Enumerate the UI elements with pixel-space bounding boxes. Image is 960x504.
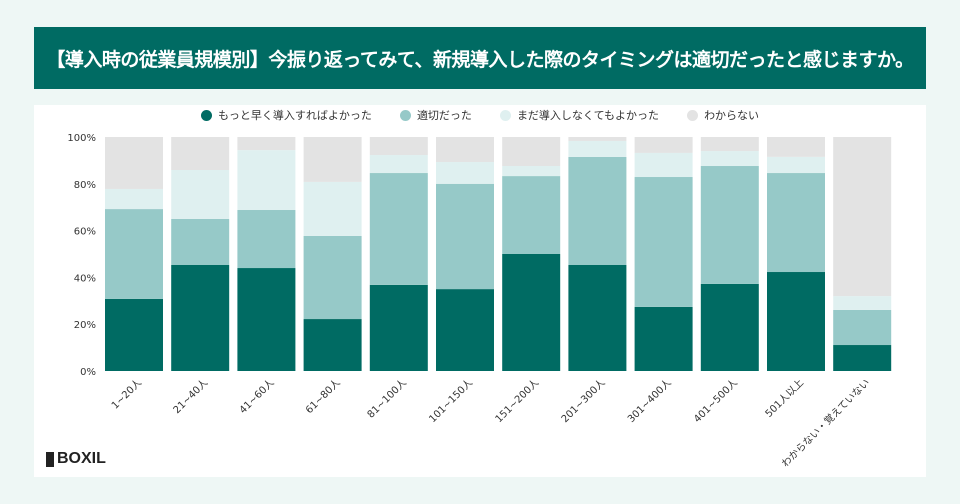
x-tick-label: 201~300人 (559, 377, 607, 425)
bar-segment (369, 155, 428, 174)
legend: もっと早く導入すればよかった 適切だった まだ導入しなくてもよかった わからない (0, 107, 960, 123)
bar-segment (833, 296, 892, 310)
bar-segment (171, 218, 230, 265)
legend-marker-icon (399, 109, 411, 121)
bar-segment (436, 162, 494, 184)
bar-segment (171, 169, 230, 219)
bar-segment (105, 209, 163, 299)
bar-segment (369, 137, 428, 156)
legend-label: もっと早く導入すればよかった (217, 109, 372, 122)
y-tick-label: 20% (74, 320, 96, 331)
bar-segment (568, 156, 627, 265)
legend-label: まだ導入しなくてもよかった (516, 109, 660, 122)
bar-segment (568, 264, 627, 371)
legend-item: わからない (687, 107, 759, 123)
legend-marker-icon (687, 109, 699, 121)
logo-text: BOXIL (57, 450, 106, 467)
x-tick-label: 101~150人 (427, 377, 475, 425)
bar-segment (502, 176, 561, 254)
bar-segment (303, 319, 362, 371)
bar-segment (700, 166, 759, 284)
x-tick-label: 41~60人 (237, 377, 276, 416)
bar-segment (105, 188, 163, 210)
x-tick-label: 301~400人 (625, 377, 673, 425)
bar-segment (634, 137, 693, 153)
chart-title: 【導入時の従業員規模別】今振り返ってみて、新規導入した際のタイミングは適切だった… (34, 27, 926, 89)
bar-segment (237, 137, 296, 151)
bar-segment (767, 272, 825, 371)
y-tick-label: 100% (67, 133, 96, 144)
legend-item: もっと早く導入すればよかった (200, 107, 372, 123)
bar-segment (171, 264, 230, 371)
bar-segment (700, 151, 759, 167)
legend-item: まだ導入しなくてもよかった (499, 107, 660, 123)
bar-segment (369, 284, 428, 371)
boxil-logo: BOXIL (46, 450, 106, 468)
x-tick-label: 151~200人 (493, 377, 541, 425)
bar-segment (502, 254, 561, 371)
y-tick-label: 0% (80, 367, 96, 378)
bar-segment (237, 150, 296, 211)
bar-segment (303, 235, 362, 320)
x-tick-label: 81~100人 (365, 377, 409, 421)
legend-item: 適切だった (399, 107, 472, 123)
bar-segment (767, 156, 825, 174)
bar-segment (634, 152, 693, 178)
legend-label: わからない (704, 109, 760, 122)
bar-segment (105, 298, 163, 371)
bar-segment (369, 173, 428, 285)
bar-segment (303, 181, 362, 236)
bar-segment (700, 137, 759, 152)
bar-segment (767, 173, 825, 273)
bar-segment (502, 166, 561, 177)
bar-segment (833, 309, 892, 346)
logo-mark-icon (46, 451, 54, 467)
bar-segment (634, 177, 693, 307)
bar-segment (833, 137, 892, 297)
legend-label: 適切だった (416, 109, 472, 122)
bar-segment (303, 137, 362, 182)
y-tick-label: 40% (74, 273, 96, 284)
bar-segment (502, 137, 561, 167)
y-tick-label: 80% (74, 180, 96, 191)
bar-segment (436, 289, 494, 371)
y-tick-label: 60% (74, 227, 96, 238)
bar-segment (171, 137, 230, 170)
bar-segment (105, 137, 163, 189)
bar-segment (436, 183, 494, 290)
bar-segment (568, 140, 627, 157)
legend-marker-icon (200, 109, 212, 121)
bar-segment (568, 137, 627, 141)
bar-segment (237, 210, 296, 269)
bar-segment (237, 268, 296, 371)
x-tick-label: 501人以上 (763, 377, 806, 420)
bar-segment (436, 137, 494, 163)
bar-segment (833, 345, 892, 371)
bar-segment (767, 137, 825, 157)
x-tick-label: 21~40人 (171, 377, 210, 416)
legend-marker-icon (499, 109, 511, 121)
bar-segment (634, 306, 693, 371)
x-tick-label: 401~500人 (691, 377, 739, 425)
x-tick-label: 61~80人 (303, 377, 342, 416)
x-tick-label: 1~20人 (109, 377, 144, 412)
bar-segment (700, 283, 759, 371)
